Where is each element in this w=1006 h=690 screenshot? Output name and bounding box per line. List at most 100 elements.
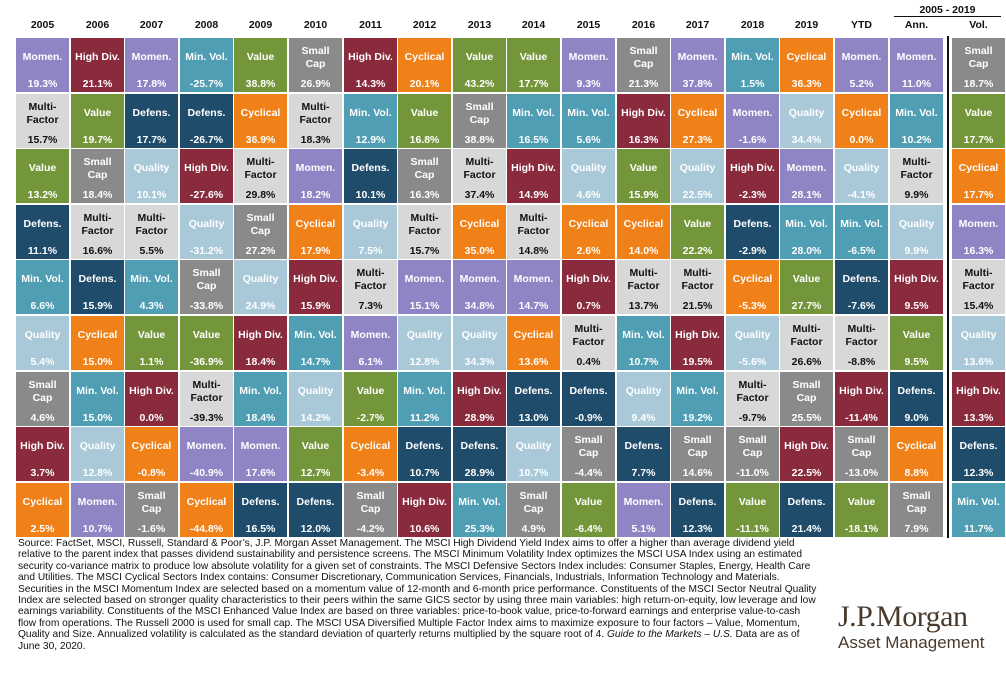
factor-name: Small Cap bbox=[137, 490, 166, 515]
factor-return: 38.8% bbox=[245, 78, 276, 90]
factor-cell: Small Cap -11.0% bbox=[726, 427, 779, 481]
factor-name: Cyclical bbox=[732, 273, 773, 286]
factor-name: High Div. bbox=[293, 273, 338, 286]
factor-name: High Div. bbox=[566, 273, 611, 286]
factor-return: -5.6% bbox=[738, 356, 767, 368]
factor-name: Value bbox=[792, 273, 821, 286]
factor-name: Multi-Factor bbox=[681, 267, 714, 292]
factor-return: 0.7% bbox=[576, 300, 601, 312]
factor-return: 14.6% bbox=[682, 467, 713, 479]
factor-name: Defens. bbox=[405, 440, 444, 453]
factor-cell: Momen. 5.1% bbox=[617, 483, 670, 537]
factor-name: Momen. bbox=[732, 107, 773, 120]
factor-cell: Value 17.7% bbox=[507, 38, 560, 92]
factor-cell: Multi-Factor 16.6% bbox=[71, 205, 124, 259]
factor-return: 10.7% bbox=[82, 523, 113, 535]
factor-name: Cyclical bbox=[896, 440, 937, 453]
factor-return: 12.8% bbox=[409, 356, 440, 368]
factor-name: Min. Vol. bbox=[458, 496, 501, 509]
period-span-header: 2005 - 2019 bbox=[894, 4, 1001, 17]
column-separator bbox=[947, 36, 949, 539]
factor-cell: Momen. 28.1% bbox=[780, 149, 833, 203]
factor-name: Momen. bbox=[459, 273, 500, 286]
factor-cell: Small Cap 7.9% bbox=[890, 483, 943, 537]
factor-name: Min. Vol. bbox=[349, 107, 392, 120]
factor-name: Min. Vol. bbox=[785, 218, 828, 231]
factor-name: Small Cap bbox=[738, 434, 767, 459]
factor-name: Quality bbox=[242, 273, 279, 286]
factor-cell: High Div. 14.3% bbox=[344, 38, 397, 92]
factor-return: 12.7% bbox=[300, 467, 331, 479]
factor-name: Small Cap bbox=[83, 156, 112, 181]
factor-name: Multi-Factor bbox=[790, 323, 823, 348]
factor-return: -2.3% bbox=[738, 189, 767, 201]
factor-name: Value bbox=[902, 329, 931, 342]
factor-return: 15.9% bbox=[82, 300, 113, 312]
factor-cell: Small Cap -4.2% bbox=[344, 483, 397, 537]
factor-name: Momen. bbox=[841, 51, 882, 64]
factor-return: 14.7% bbox=[300, 356, 331, 368]
factor-return: 5.5% bbox=[139, 245, 164, 257]
factor-name: Small Cap bbox=[964, 45, 993, 70]
factor-name: Min. Vol. bbox=[403, 385, 446, 398]
factor-cell: High Div. 15.9% bbox=[289, 260, 342, 314]
column-header: 2007 bbox=[139, 19, 164, 31]
factor-name: Small Cap bbox=[519, 490, 548, 515]
factor-cell: Cyclical 8.8% bbox=[890, 427, 943, 481]
factor-cell: Multi-Factor 7.3% bbox=[344, 260, 397, 314]
factor-return: 18.4% bbox=[82, 189, 113, 201]
factor-return: -33.8% bbox=[189, 300, 224, 312]
factor-name: Quality bbox=[79, 440, 116, 453]
column-header: Ann. bbox=[904, 19, 929, 31]
column-header: 2019 bbox=[794, 19, 819, 31]
factor-name: High Div. bbox=[129, 385, 174, 398]
factor-cell: Quality 7.5% bbox=[344, 205, 397, 259]
factor-return: 5.4% bbox=[30, 356, 55, 368]
factor-return: -39.3% bbox=[189, 412, 224, 424]
factor-return: 14.0% bbox=[628, 245, 659, 257]
factor-cell: Value -36.9% bbox=[180, 316, 233, 370]
factor-name: Cyclical bbox=[77, 329, 118, 342]
factor-cell: Multi-Factor 18.3% bbox=[289, 94, 342, 148]
factor-return: 4.6% bbox=[30, 412, 55, 424]
factor-cell: Small Cap 4.6% bbox=[16, 372, 69, 426]
factor-name: Defens. bbox=[842, 273, 881, 286]
factor-cell: Min. Vol. 12.9% bbox=[344, 94, 397, 148]
factor-name: Quality bbox=[24, 329, 61, 342]
factor-name: Min. Vol. bbox=[895, 107, 938, 120]
factor-cell: Multi-Factor 15.7% bbox=[16, 94, 69, 148]
factor-cell: Min. Vol. 11.7% bbox=[952, 483, 1005, 537]
factor-cell: Quality 34.3% bbox=[453, 316, 506, 370]
factor-return: 37.4% bbox=[464, 189, 495, 201]
factor-return: 10.7% bbox=[409, 467, 440, 479]
factor-name: Defens. bbox=[897, 385, 936, 398]
factor-name: Min. Vol. bbox=[567, 107, 610, 120]
factor-cell: Multi-Factor -9.7% bbox=[726, 372, 779, 426]
factor-cell: Value 38.8% bbox=[234, 38, 287, 92]
factor-cell: Cyclical 2.6% bbox=[562, 205, 615, 259]
factor-return: 28.0% bbox=[791, 245, 822, 257]
factor-cell: Momen. 11.0% bbox=[890, 38, 943, 92]
factor-return: 9.5% bbox=[904, 356, 929, 368]
factor-return: 20.1% bbox=[409, 78, 440, 90]
factor-return: -40.9% bbox=[189, 467, 224, 479]
factor-return: 2.5% bbox=[30, 523, 55, 535]
factor-return: -1.6% bbox=[137, 523, 166, 535]
factor-name: Value bbox=[356, 385, 385, 398]
factor-return: 18.4% bbox=[245, 412, 276, 424]
factor-cell: Quality 5.4% bbox=[16, 316, 69, 370]
factor-name: Small Cap bbox=[574, 434, 603, 459]
factor-return: 17.7% bbox=[518, 78, 549, 90]
factor-return: 24.9% bbox=[245, 300, 276, 312]
factor-name: Defens. bbox=[514, 385, 553, 398]
factor-cell: High Div. 13.3% bbox=[952, 372, 1005, 426]
factor-return: 37.8% bbox=[682, 78, 713, 90]
factor-return: 11.2% bbox=[409, 412, 440, 424]
factor-return: 11.1% bbox=[27, 245, 58, 257]
factor-return: 12.3% bbox=[682, 523, 713, 535]
factor-name: Min. Vol. bbox=[957, 496, 1000, 509]
factor-cell: Defens. -0.9% bbox=[562, 372, 615, 426]
factor-name: Momen. bbox=[186, 440, 227, 453]
factor-name: High Div. bbox=[784, 440, 829, 453]
factor-cell: Multi-Factor 9.9% bbox=[890, 149, 943, 203]
